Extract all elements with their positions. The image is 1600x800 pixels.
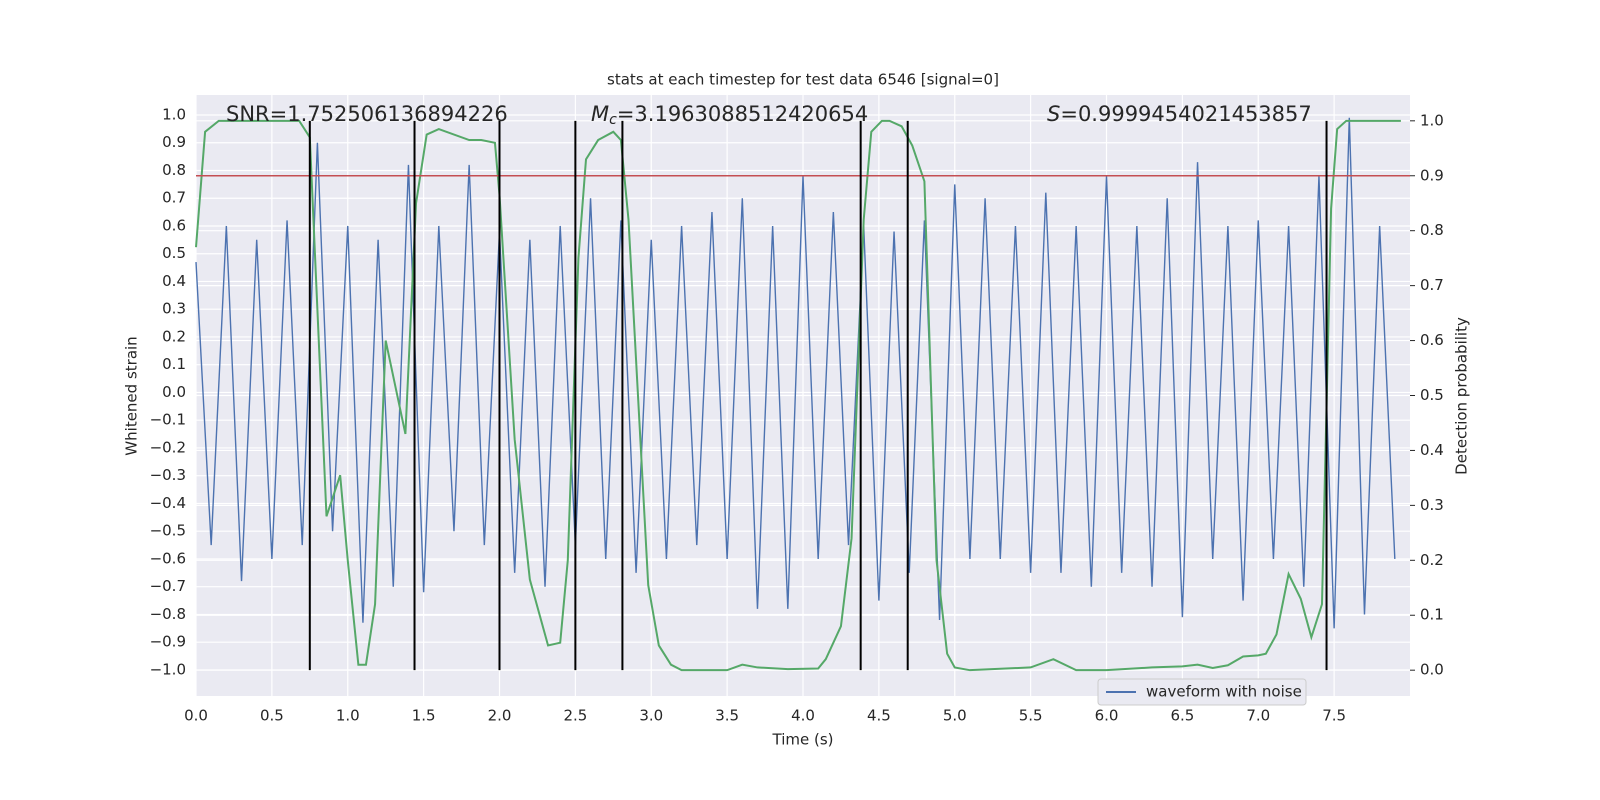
x-tick-label: 7.0 (1246, 707, 1270, 725)
y2-tick-label: 0.2 (1420, 551, 1444, 569)
y-tick-label: 0.3 (162, 300, 186, 318)
y2-tick-label: 0.7 (1420, 276, 1444, 294)
annotation-value: =0.9999454021453857 (1060, 102, 1311, 126)
y2-tick-label: 1.0 (1420, 111, 1444, 129)
x-tick-label: 7.5 (1322, 707, 1346, 725)
y2-axis-label: Detection probability (1453, 317, 1471, 475)
y2-tick-label: 0.3 (1420, 496, 1444, 514)
x-tick-label: 2.0 (488, 707, 512, 725)
y-tick-label: −0.9 (150, 633, 186, 651)
y-tick-label: −0.7 (150, 577, 186, 595)
y-tick-label: 0.0 (162, 383, 186, 401)
y-tick-label: −0.2 (150, 438, 186, 456)
x-tick-label: 4.0 (791, 707, 815, 725)
x-tick-label: 2.5 (563, 707, 587, 725)
y-tick-label: 0.4 (162, 272, 186, 290)
x-tick-label: 3.0 (639, 707, 663, 725)
y-tick-label: −0.3 (150, 466, 186, 484)
x-tick-label: 5.0 (943, 707, 967, 725)
y-tick-label: 0.5 (162, 244, 186, 262)
x-tick-label: 1.0 (336, 707, 360, 725)
y2-tick-label: 0.1 (1420, 606, 1444, 624)
x-axis-label: Time (s) (772, 731, 834, 749)
y-tick-label: 1.0 (162, 105, 186, 123)
annotation: S=0.9999454021453857 (1047, 102, 1312, 126)
annotation-symbol: M (591, 102, 609, 126)
y-tick-label: 0.6 (162, 216, 186, 234)
legend-label: waveform with noise (1146, 683, 1302, 701)
annotation-subscript: c (609, 112, 617, 128)
y-tick-label: 0.8 (162, 161, 186, 179)
y2-tick-label: 0.4 (1420, 441, 1444, 459)
series-line (195, 117, 1396, 629)
y-axis-label: Whitened strain (123, 336, 141, 455)
x-tick-label: 1.5 (412, 707, 436, 725)
y-tick-label: 0.7 (162, 189, 186, 207)
annotation-value: =3.1963088512420654 (617, 102, 868, 126)
x-tick-label: 6.5 (1170, 707, 1194, 725)
x-tick-label: 0.5 (260, 707, 284, 725)
x-tick-label: 6.0 (1095, 707, 1119, 725)
y-tick-label: 0.2 (162, 327, 186, 345)
legend: waveform with noise (1097, 678, 1307, 706)
y-tick-label: −1.0 (150, 660, 186, 678)
chart-title: stats at each timestep for test data 654… (607, 71, 999, 89)
annotation: SNR=1.752506136894226 (226, 102, 508, 126)
y2-tick-label: 0.5 (1420, 386, 1444, 404)
x-tick-label: 5.5 (1019, 707, 1043, 725)
y-tick-label: 0.1 (162, 355, 186, 373)
y-tick-label: −0.5 (150, 522, 186, 540)
annotation-symbol: S (1047, 102, 1060, 126)
y-tick-label: −0.1 (150, 411, 186, 429)
x-tick-label: 3.5 (715, 707, 739, 725)
legend-box (1097, 678, 1307, 706)
y-tick-label: 0.9 (162, 133, 186, 151)
y2-tick-label: 0.9 (1420, 166, 1444, 184)
y2-tick-label: 0.8 (1420, 221, 1444, 239)
x-tick-label: 4.5 (867, 707, 891, 725)
y-tick-label: −0.8 (150, 605, 186, 623)
y2-tick-label: 0.0 (1420, 661, 1444, 679)
x-tick-label: 0.0 (184, 707, 208, 725)
series-line (195, 119, 1401, 672)
y2-tick-label: 0.6 (1420, 331, 1444, 349)
annotation: Mc=3.1963088512420654 (591, 102, 868, 128)
y-tick-label: −0.6 (150, 549, 186, 567)
y-tick-label: −0.4 (150, 494, 186, 512)
